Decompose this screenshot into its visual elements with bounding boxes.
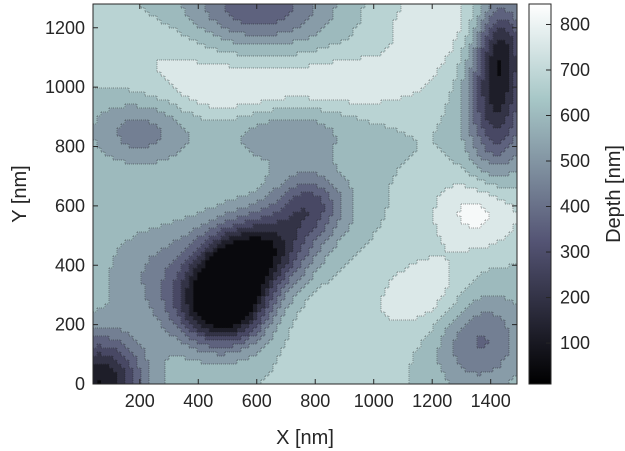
contour-band-8 xyxy=(93,4,517,384)
colorbar-ticks: 100 200 300 400 500 600 700 800 xyxy=(546,14,590,353)
contour-band-5 xyxy=(93,4,517,384)
y-tick-label: 800 xyxy=(55,137,85,157)
plot-area xyxy=(92,3,518,385)
x-tick-label: 200 xyxy=(125,391,155,411)
x-tick-label: 1000 xyxy=(354,391,394,411)
contour-band-3 xyxy=(93,20,517,384)
contour-band-10 xyxy=(457,204,490,229)
colorbar-tick-label: 700 xyxy=(560,60,590,80)
colorbar: 100 200 300 400 500 600 700 800 Depth [nm] xyxy=(528,3,625,385)
colorbar-tick-label: 300 xyxy=(560,242,590,262)
x-axis: 200 400 600 800 1000 1200 1400 xyxy=(125,4,511,411)
colorbar-tick-label: 200 xyxy=(560,288,590,308)
y-axis-title: Y [nm] xyxy=(9,165,31,222)
y-tick-label: 1000 xyxy=(45,77,85,97)
x-tick-label: 400 xyxy=(183,391,213,411)
y-tick-label: 200 xyxy=(55,315,85,335)
contour-fill-layer xyxy=(93,4,517,384)
contour-band-0 xyxy=(97,60,502,384)
y-tick-label: 400 xyxy=(55,255,85,275)
x-tick-label: 600 xyxy=(242,391,272,411)
plot-frame xyxy=(92,3,518,385)
colorbar-tick-label: 400 xyxy=(560,197,590,217)
x-tick-label: 1400 xyxy=(471,391,511,411)
colorbar-tick-label: 800 xyxy=(560,14,590,34)
colorbar-tick-label: 500 xyxy=(560,151,590,171)
contour-band-9 xyxy=(157,4,517,321)
colorbar-gradient xyxy=(528,3,552,385)
x-tick-label: 800 xyxy=(300,391,330,411)
colorbar-tick-label: 600 xyxy=(560,105,590,125)
colorbar-title: Depth [nm] xyxy=(603,145,625,243)
y-tick-label: 600 xyxy=(55,196,85,216)
contour-band-6 xyxy=(93,4,517,384)
y-axis: 0 200 400 600 800 1000 1200 xyxy=(45,18,517,394)
colorbar-tick-label: 100 xyxy=(560,333,590,353)
x-tick-label: 1200 xyxy=(412,391,452,411)
x-axis-title: X [nm] xyxy=(276,427,334,449)
y-tick-label: 0 xyxy=(75,374,85,394)
y-tick-label: 1200 xyxy=(45,18,85,38)
